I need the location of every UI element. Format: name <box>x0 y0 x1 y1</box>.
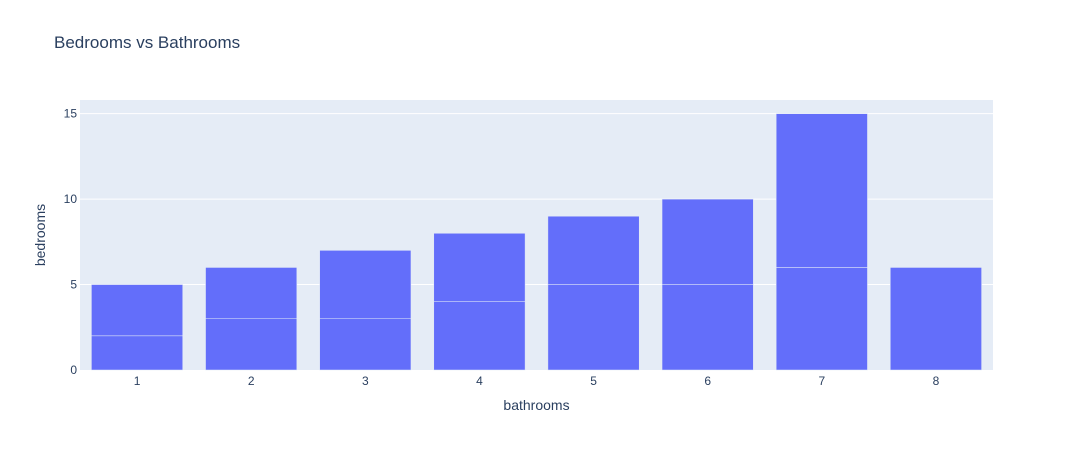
bar-segment[interactable] <box>661 198 754 285</box>
y-tick-label: 10 <box>64 192 78 206</box>
bar-segment[interactable] <box>319 318 412 371</box>
y-tick-label: 15 <box>64 107 78 121</box>
x-tick-label: 1 <box>134 374 141 388</box>
x-tick-label: 7 <box>818 374 825 388</box>
bar-segment[interactable] <box>661 284 754 371</box>
x-tick-label: 6 <box>704 374 711 388</box>
bar-segment[interactable] <box>433 301 526 371</box>
bar-segment[interactable] <box>91 335 183 371</box>
x-axis-title: bathrooms <box>503 397 569 413</box>
bar-segment[interactable] <box>547 284 640 371</box>
chart-title: Bedrooms vs Bathrooms <box>54 33 241 52</box>
x-tick-label: 8 <box>933 374 940 388</box>
bar-segment[interactable] <box>433 233 526 302</box>
x-tick-label: 2 <box>248 374 255 388</box>
x-tick-label: 4 <box>476 374 483 388</box>
x-ticks: 1 2 3 4 5 6 7 8 <box>134 374 940 388</box>
y-tick-label: 0 <box>70 363 77 377</box>
bar-segment[interactable] <box>547 215 640 285</box>
bar-segment[interactable] <box>775 113 868 268</box>
y-axis-title: bedrooms <box>32 204 48 266</box>
bar-segment[interactable] <box>890 267 982 371</box>
y-ticks: 0 5 10 15 <box>64 107 78 377</box>
bar-segment[interactable] <box>319 250 412 319</box>
x-tick-label: 3 <box>362 374 369 388</box>
y-tick-label: 5 <box>70 278 77 292</box>
bar-segment[interactable] <box>205 267 298 319</box>
x-tick-label: 5 <box>590 374 597 388</box>
bar-segment[interactable] <box>775 267 868 371</box>
bar-segment[interactable] <box>205 318 298 371</box>
bar-segment[interactable] <box>91 284 183 337</box>
bars-layer <box>91 113 982 371</box>
